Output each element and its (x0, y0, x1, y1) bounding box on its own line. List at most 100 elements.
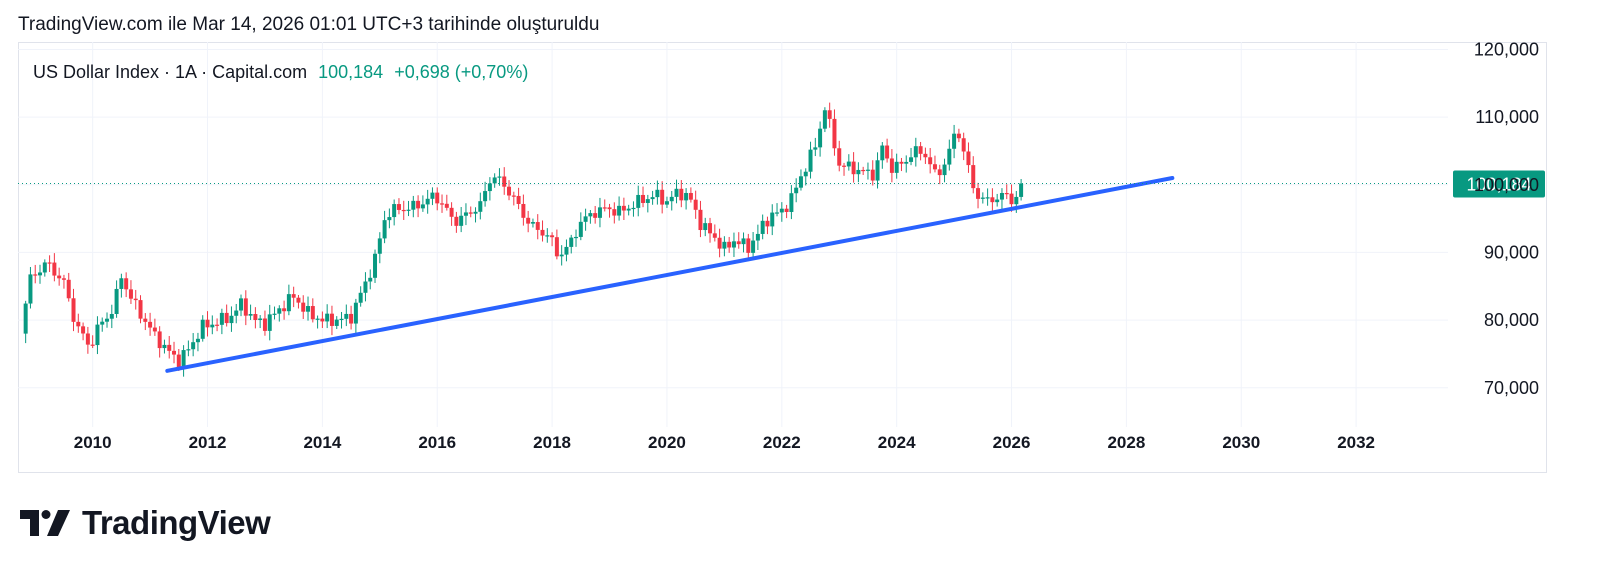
candle-body (449, 207, 454, 217)
price-chart[interactable]: 100,184 70,000 80,000 90,000 100,000 110,000… (18, 42, 1547, 473)
candle-body (167, 344, 172, 351)
candle-body (784, 208, 789, 213)
candle-body (827, 110, 832, 119)
candle-body (731, 241, 736, 248)
candle-body (57, 275, 62, 279)
time-tick-label: 2012 (189, 433, 227, 452)
candle-body (162, 344, 167, 349)
candle-body (258, 318, 263, 320)
candle-body (444, 203, 449, 208)
candle-body (947, 148, 952, 165)
candle-body (277, 308, 282, 314)
time-tick-label: 2010 (74, 433, 112, 452)
candle-body (95, 324, 100, 346)
candle-body (200, 319, 205, 339)
candle-body (396, 204, 401, 210)
candle-body (928, 157, 933, 165)
candle-body (937, 169, 942, 176)
candle-body (109, 313, 114, 319)
candle-body (909, 157, 914, 162)
candle-body (894, 161, 899, 173)
candle-body (205, 319, 210, 328)
candle-body (325, 313, 330, 322)
candle-body (588, 213, 593, 217)
price-axis[interactable]: 70,000 80,000 90,000 100,000 110,000 120,000 (1474, 42, 1539, 398)
symbol-legend[interactable]: US Dollar Index · 1A · Capital.com 100,1… (33, 62, 528, 83)
candle-body (631, 207, 636, 210)
candle-body (52, 262, 57, 276)
candle-body (832, 118, 837, 149)
candle-body (621, 205, 626, 211)
candle-body (846, 161, 851, 167)
price-change: +0,698 (+0,70%) (394, 62, 529, 82)
candle-body (463, 212, 468, 216)
tradingview-brand[interactable]: TradingView (20, 504, 271, 542)
candle-body (674, 188, 679, 197)
candle-body (66, 279, 71, 299)
time-axis[interactable]: 2010 2012 2014 2016 2018 2020 2022 2024 2026 2028… (74, 433, 1375, 452)
candle-body (798, 176, 803, 188)
candle-body (664, 201, 669, 205)
candle-body (722, 241, 727, 249)
candle-body (492, 177, 497, 184)
candle-body (353, 302, 358, 324)
time-tick-label: 2016 (418, 433, 456, 452)
candle-body (119, 278, 124, 289)
candle-body (272, 313, 277, 315)
candle-body (851, 161, 856, 175)
candle-body (698, 209, 703, 231)
candle-body (291, 294, 296, 298)
candle-body (751, 240, 756, 253)
candle-body (229, 315, 234, 324)
candle-body (669, 196, 674, 202)
symbol-name[interactable]: US Dollar Index · 1A · Capital.com (33, 62, 308, 82)
candle-body (502, 176, 507, 187)
candle-body (688, 192, 693, 200)
candle-body (286, 294, 291, 312)
candle-body (932, 164, 937, 170)
candle-body (239, 298, 244, 311)
candle-body (454, 216, 459, 226)
candle-body (1009, 193, 1014, 205)
candle-body (377, 238, 382, 254)
candle-body (430, 192, 435, 199)
time-tick-label: 2028 (1107, 433, 1145, 452)
candle-body (765, 220, 770, 227)
candle-body (406, 209, 411, 211)
candle-body (387, 217, 392, 221)
candle-body (607, 207, 612, 210)
last-price-layer: 100,184 (18, 170, 1545, 198)
candle-body (435, 192, 440, 204)
candle-body (655, 189, 660, 198)
candle-body (61, 278, 66, 280)
candle-body (822, 110, 827, 129)
candle-body (219, 312, 224, 325)
candle-body (990, 197, 995, 203)
candle-body (865, 169, 870, 171)
candle-body (574, 236, 579, 239)
candle-body (521, 203, 526, 218)
candle-body (181, 350, 186, 368)
chart-caption: TradingView.com ile Mar 14, 2026 01:01 U… (18, 14, 600, 35)
candle-body (38, 272, 43, 276)
candle-body (85, 333, 90, 345)
candle-body (267, 314, 272, 331)
candle-body (392, 204, 397, 218)
candle-body (186, 349, 191, 351)
candle-body (128, 289, 133, 299)
tradingview-logo-icon (20, 510, 70, 536)
candle-body (554, 237, 559, 257)
candle-body (1014, 196, 1019, 205)
time-tick-label: 2018 (533, 433, 571, 452)
candle-body (23, 303, 28, 334)
candle-body (703, 223, 708, 231)
candle-body (569, 237, 574, 247)
candle-body (76, 321, 81, 327)
candle-body (195, 338, 200, 343)
candle-body (550, 235, 555, 238)
candle-body (861, 169, 866, 172)
candle-body (401, 209, 406, 212)
candle-body (301, 302, 306, 312)
candle-body (28, 274, 33, 304)
candle-body (172, 350, 177, 355)
